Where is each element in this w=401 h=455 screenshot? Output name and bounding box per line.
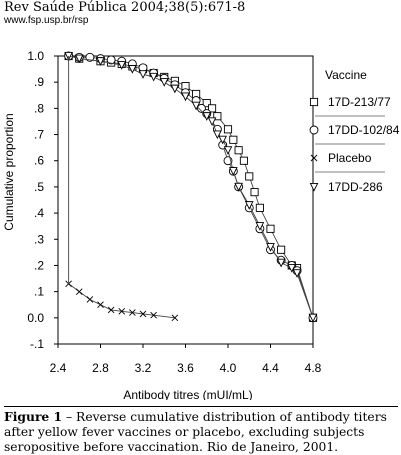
y-axis-label: Cumulative proportion: [2, 113, 16, 230]
legend-label: 17DD-102/84: [328, 123, 400, 137]
legend: Vaccine 17D-213/77 17DD-102/84 Placebo 17DD-…: [310, 68, 400, 194]
x-tick-label: 3.2: [135, 361, 152, 375]
data-point: [139, 71, 146, 78]
y-tick-label: 0.0: [27, 311, 44, 325]
data-point: [87, 296, 93, 302]
data-point: [267, 225, 274, 232]
data-point: [171, 85, 178, 92]
y-tick-label: .6: [34, 154, 44, 168]
y-tick-label: .5: [34, 180, 44, 194]
data-point: [235, 147, 242, 154]
x-tick-label: 4.4: [262, 361, 279, 375]
legend-marker: [310, 183, 317, 190]
y-axis-ticks: -.1 0.0 .1 .2 .3 .4 .5 .6 .7 .8 .9 1.0: [27, 49, 58, 351]
legend-marker: [311, 155, 317, 161]
y-tick-label: .7: [34, 128, 44, 142]
data-point: [208, 118, 215, 125]
data-point: [251, 189, 258, 196]
caption-text: – Reverse cumulative distribution of ant…: [4, 410, 387, 454]
figure-caption: Figure 1 – Reverse cumulative distributi…: [4, 406, 398, 455]
data-point: [230, 136, 237, 143]
series-circle: [65, 52, 317, 322]
y-tick-label: .2: [34, 258, 44, 272]
data-point: [240, 157, 247, 164]
data-point: [278, 246, 285, 253]
series-line: [69, 284, 175, 318]
x-tick-label: 2.4: [50, 361, 67, 375]
data-point: [256, 204, 263, 211]
y-tick-label: .3: [34, 232, 44, 246]
y-tick-label: .9: [34, 75, 44, 89]
legend-title: Vaccine: [325, 68, 367, 82]
data-point: [161, 79, 168, 86]
legend-label: 17D-213/77: [328, 95, 391, 109]
y-tick-label: 1.0: [27, 49, 44, 63]
legend-label: Placebo: [328, 151, 372, 165]
y-tick-label: -.1: [30, 337, 44, 351]
legend-marker: [310, 98, 317, 105]
series-line: [69, 56, 313, 318]
x-tick-label: 4.0: [220, 361, 237, 375]
x-tick-label: 4.8: [305, 361, 322, 375]
series-triangle: [65, 52, 317, 321]
caption-label: Figure 1: [4, 409, 62, 424]
data-point: [76, 289, 82, 295]
data-point: [246, 173, 253, 180]
x-axis-ticks: 2.4 2.8 3.2 3.6 4.0 4.4 4.8: [50, 344, 322, 375]
chart: -.1 0.0 .1 .2 .3 .4 .5 .6 .7 .8 .9 1.0 2.4 2.8 3.2 3.6…: [0, 0, 401, 400]
series-square: [65, 52, 317, 321]
series-layer: [65, 52, 317, 322]
legend-marker: [310, 126, 318, 134]
y-tick-label: .8: [34, 101, 44, 115]
series-line: [69, 56, 313, 318]
series-line: [69, 56, 313, 318]
y-tick-label: .1: [34, 285, 44, 299]
data-point: [224, 126, 231, 133]
series-cross: [66, 281, 178, 321]
x-axis-label: Antibody titres (mUI/mL): [123, 388, 252, 400]
x-tick-label: 2.8: [92, 361, 109, 375]
y-tick-label: .4: [34, 206, 44, 220]
legend-label: 17DD-286: [328, 180, 383, 194]
x-tick-label: 3.6: [177, 361, 194, 375]
data-point: [98, 302, 104, 308]
